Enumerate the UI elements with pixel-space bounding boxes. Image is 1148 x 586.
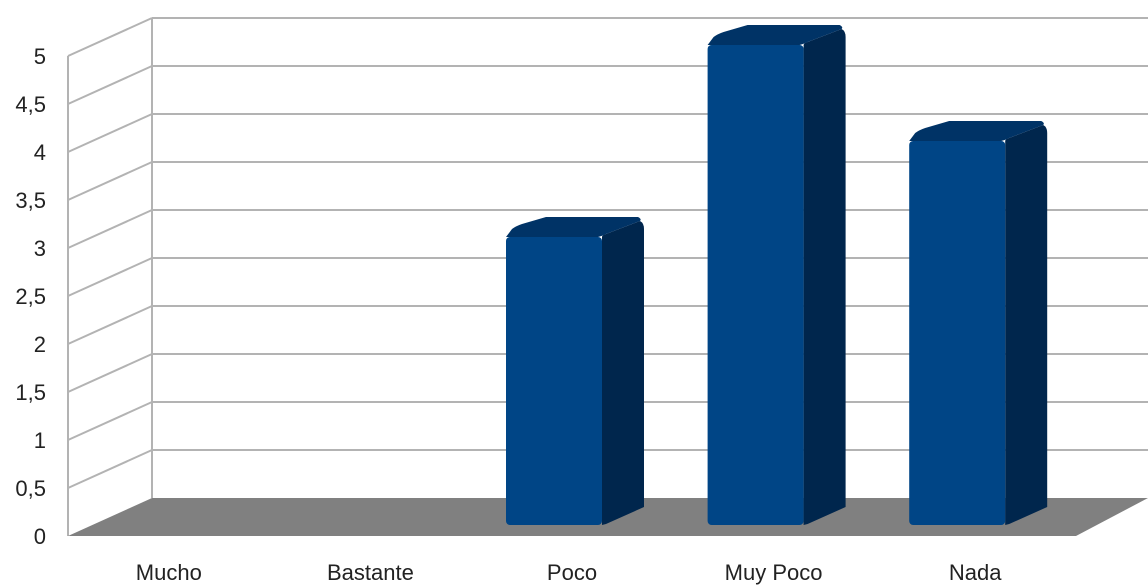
gridline-side (67, 449, 153, 489)
bars-layer (506, 25, 1048, 525)
bar-top-face (909, 121, 1044, 141)
x-category-label: Muy Poco (725, 560, 823, 585)
x-axis-category-labels: Mucho Bastante Poco Muy Poco Nada (136, 560, 1002, 585)
gridline-side (67, 17, 153, 57)
gridline-side (67, 401, 153, 441)
bar-front-face (506, 237, 602, 525)
y-tick-label: 4,5 (15, 92, 46, 117)
gridline-side (67, 353, 153, 393)
gridline-side (67, 65, 153, 105)
y-tick-label: 2,5 (15, 284, 46, 309)
bar-front-face (909, 141, 1006, 525)
bar (707, 25, 846, 525)
y-tick-label: 1,5 (15, 380, 46, 405)
gridline-side (67, 257, 153, 297)
bar-side-face (602, 221, 644, 525)
gridline-side (67, 305, 153, 345)
gridline-side (67, 161, 153, 201)
x-category-label: Nada (949, 560, 1002, 585)
bar-top-face (707, 25, 843, 45)
y-tick-label: 0 (34, 524, 46, 549)
gridline-side (67, 209, 153, 249)
bar-front-face (707, 45, 804, 525)
bar-side-face (1005, 125, 1048, 525)
y-tick-label: 0,5 (15, 476, 46, 501)
bar (506, 217, 644, 525)
bar-top-face (506, 217, 641, 237)
y-tick-label: 3,5 (15, 188, 46, 213)
y-tick-label: 2 (34, 332, 46, 357)
y-tick-label: 1 (34, 428, 46, 453)
x-category-label: Mucho (136, 560, 202, 585)
y-tick-label: 4 (34, 140, 46, 165)
y-tick-label: 3 (34, 236, 46, 261)
y-axis-tick-labels: 0 0,5 1 1,5 2 2,5 3 3,5 4 4,5 5 (15, 44, 46, 549)
bar-side-face (803, 29, 846, 525)
gridline-side (67, 113, 153, 153)
bar (909, 121, 1048, 525)
x-category-label: Poco (547, 560, 597, 585)
x-category-label: Bastante (327, 560, 414, 585)
y-tick-label: 5 (34, 44, 46, 69)
